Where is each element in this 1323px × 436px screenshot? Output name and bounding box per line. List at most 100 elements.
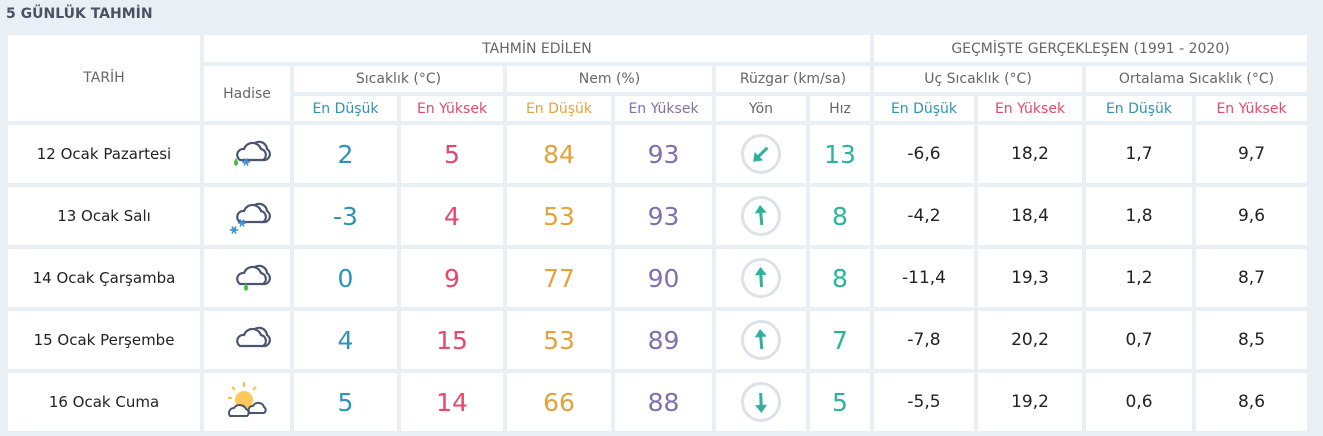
average-high: 9,7 xyxy=(1196,125,1307,183)
header-direction: Yön xyxy=(716,96,806,121)
extreme-high: 18,4 xyxy=(978,187,1082,245)
cloudy-icon xyxy=(236,326,271,348)
humidity-low: 53 xyxy=(507,311,611,369)
average-high: 8,7 xyxy=(1196,249,1307,307)
date-cell: 15 Ocak Perşembe xyxy=(8,311,200,369)
humidity-high: 89 xyxy=(615,311,712,369)
wind-direction xyxy=(716,125,806,183)
average-high: 8,5 xyxy=(1196,311,1307,369)
wind-speed: 8 xyxy=(810,187,870,245)
wind-direction xyxy=(716,187,806,245)
weather-cell xyxy=(204,249,290,307)
weather-cell xyxy=(204,373,290,431)
table-row: 12 Ocak Pazartesi 2 5 84 93 13 -6,6 18,2… xyxy=(8,125,1307,183)
rain-icon xyxy=(236,264,271,291)
date-cell: 12 Ocak Pazartesi xyxy=(8,125,200,183)
average-high: 9,6 xyxy=(1196,187,1307,245)
header-humidity: Nem (%) xyxy=(507,66,712,92)
table-row: 14 Ocak Çarşamba 0 9 77 90 8 -11,4 19,3 … xyxy=(8,249,1307,307)
temp-high: 9 xyxy=(401,249,503,307)
average-low: 1,8 xyxy=(1086,187,1192,245)
wind-arrow-icon xyxy=(754,205,767,226)
extreme-high: 19,3 xyxy=(978,249,1082,307)
wind-speed: 7 xyxy=(810,311,870,369)
wind-arrow-icon xyxy=(754,267,767,288)
date-cell: 14 Ocak Çarşamba xyxy=(8,249,200,307)
wind-direction xyxy=(716,249,806,307)
wind-direction-dial xyxy=(741,196,781,236)
wind-speed: 8 xyxy=(810,249,870,307)
snow-icon xyxy=(230,202,271,234)
extreme-high: 18,2 xyxy=(978,125,1082,183)
header-extreme-high: En Yüksek xyxy=(978,96,1082,121)
humidity-high: 90 xyxy=(615,249,712,307)
header-average-low: En Düşük xyxy=(1086,96,1192,121)
average-low: 0,6 xyxy=(1086,373,1192,431)
temp-high: 4 xyxy=(401,187,503,245)
header-humidity-low: En Düşük xyxy=(507,96,611,121)
header-date: TARİH xyxy=(8,35,200,121)
wind-direction-dial xyxy=(741,320,781,360)
temp-low: 0 xyxy=(294,249,397,307)
temp-high: 15 xyxy=(401,311,503,369)
extreme-low: -4,2 xyxy=(874,187,974,245)
header-extreme: Uç Sıcaklık (°C) xyxy=(874,66,1082,92)
humidity-high: 93 xyxy=(615,125,712,183)
weather-cell xyxy=(204,311,290,369)
temp-low: 5 xyxy=(294,373,397,431)
extreme-high: 20,2 xyxy=(978,311,1082,369)
table-row: 15 Ocak Perşembe 4 15 53 89 7 -7,8 20,2 … xyxy=(8,311,1307,369)
wind-direction xyxy=(716,311,806,369)
header-history: GEÇMİŞTE GERÇEKLEŞEN (1991 - 2020) xyxy=(874,35,1307,62)
extreme-low: -7,8 xyxy=(874,311,974,369)
wind-speed: 13 xyxy=(810,125,870,183)
humidity-low: 53 xyxy=(507,187,611,245)
section-title: 5 GÜNLÜK TAHMİN xyxy=(6,6,153,22)
average-high: 8,6 xyxy=(1196,373,1307,431)
header-temp-low: En Düşük xyxy=(294,96,397,121)
temp-low: 4 xyxy=(294,311,397,369)
wind-direction xyxy=(716,373,806,431)
humidity-high: 93 xyxy=(615,187,712,245)
wind-direction-dial xyxy=(741,134,781,174)
temp-low: 2 xyxy=(294,125,397,183)
header-temp-high: En Yüksek xyxy=(401,96,503,121)
humidity-high: 88 xyxy=(615,373,712,431)
date-cell: 13 Ocak Salı xyxy=(8,187,200,245)
header-wind: Rüzgar (km/sa) xyxy=(716,66,870,92)
date-cell: 16 Ocak Cuma xyxy=(8,373,200,431)
header-average-high: En Yüksek xyxy=(1196,96,1307,121)
header-humidity-high: En Yüksek xyxy=(615,96,712,121)
extreme-low: -5,5 xyxy=(874,373,974,431)
header-forecast: TAHMİN EDİLEN xyxy=(204,35,870,62)
weather-cell xyxy=(204,125,290,183)
extreme-low: -11,4 xyxy=(874,249,974,307)
wind-direction-dial xyxy=(741,382,781,422)
header-event: Hadise xyxy=(204,66,290,121)
header-temp: Sıcaklık (°C) xyxy=(294,66,503,92)
partly-sunny-icon xyxy=(228,382,267,417)
wind-arrow-icon xyxy=(754,329,767,350)
wind-arrow-icon xyxy=(753,146,769,162)
humidity-low: 84 xyxy=(507,125,611,183)
forecast-table: TARİH TAHMİN EDİLEN GEÇMİŞTE GERÇEKLEŞEN… xyxy=(4,31,1311,435)
average-low: 1,2 xyxy=(1086,249,1192,307)
temp-high: 5 xyxy=(401,125,503,183)
table-row: 16 Ocak Cuma 5 14 66 88 5 -5,5 19,2 0,6 … xyxy=(8,373,1307,431)
wind-direction-dial xyxy=(741,258,781,298)
wind-speed: 5 xyxy=(810,373,870,431)
sleet-icon xyxy=(234,140,271,166)
extreme-low: -6,6 xyxy=(874,125,974,183)
header-extreme-low: En Düşük xyxy=(874,96,974,121)
wind-arrow-icon xyxy=(755,392,768,413)
humidity-low: 77 xyxy=(507,249,611,307)
header-average: Ortalama Sıcaklık (°C) xyxy=(1086,66,1307,92)
temp-high: 14 xyxy=(401,373,503,431)
weather-cell xyxy=(204,187,290,245)
table-row: 13 Ocak Salı -3 4 53 93 8 -4,2 18,4 1,8 … xyxy=(8,187,1307,245)
average-low: 0,7 xyxy=(1086,311,1192,369)
humidity-low: 66 xyxy=(507,373,611,431)
average-low: 1,7 xyxy=(1086,125,1192,183)
temp-low: -3 xyxy=(294,187,397,245)
header-speed: Hız xyxy=(810,96,870,121)
